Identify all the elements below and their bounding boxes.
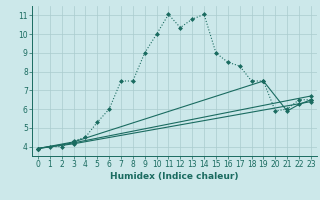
X-axis label: Humidex (Indice chaleur): Humidex (Indice chaleur) bbox=[110, 172, 239, 181]
